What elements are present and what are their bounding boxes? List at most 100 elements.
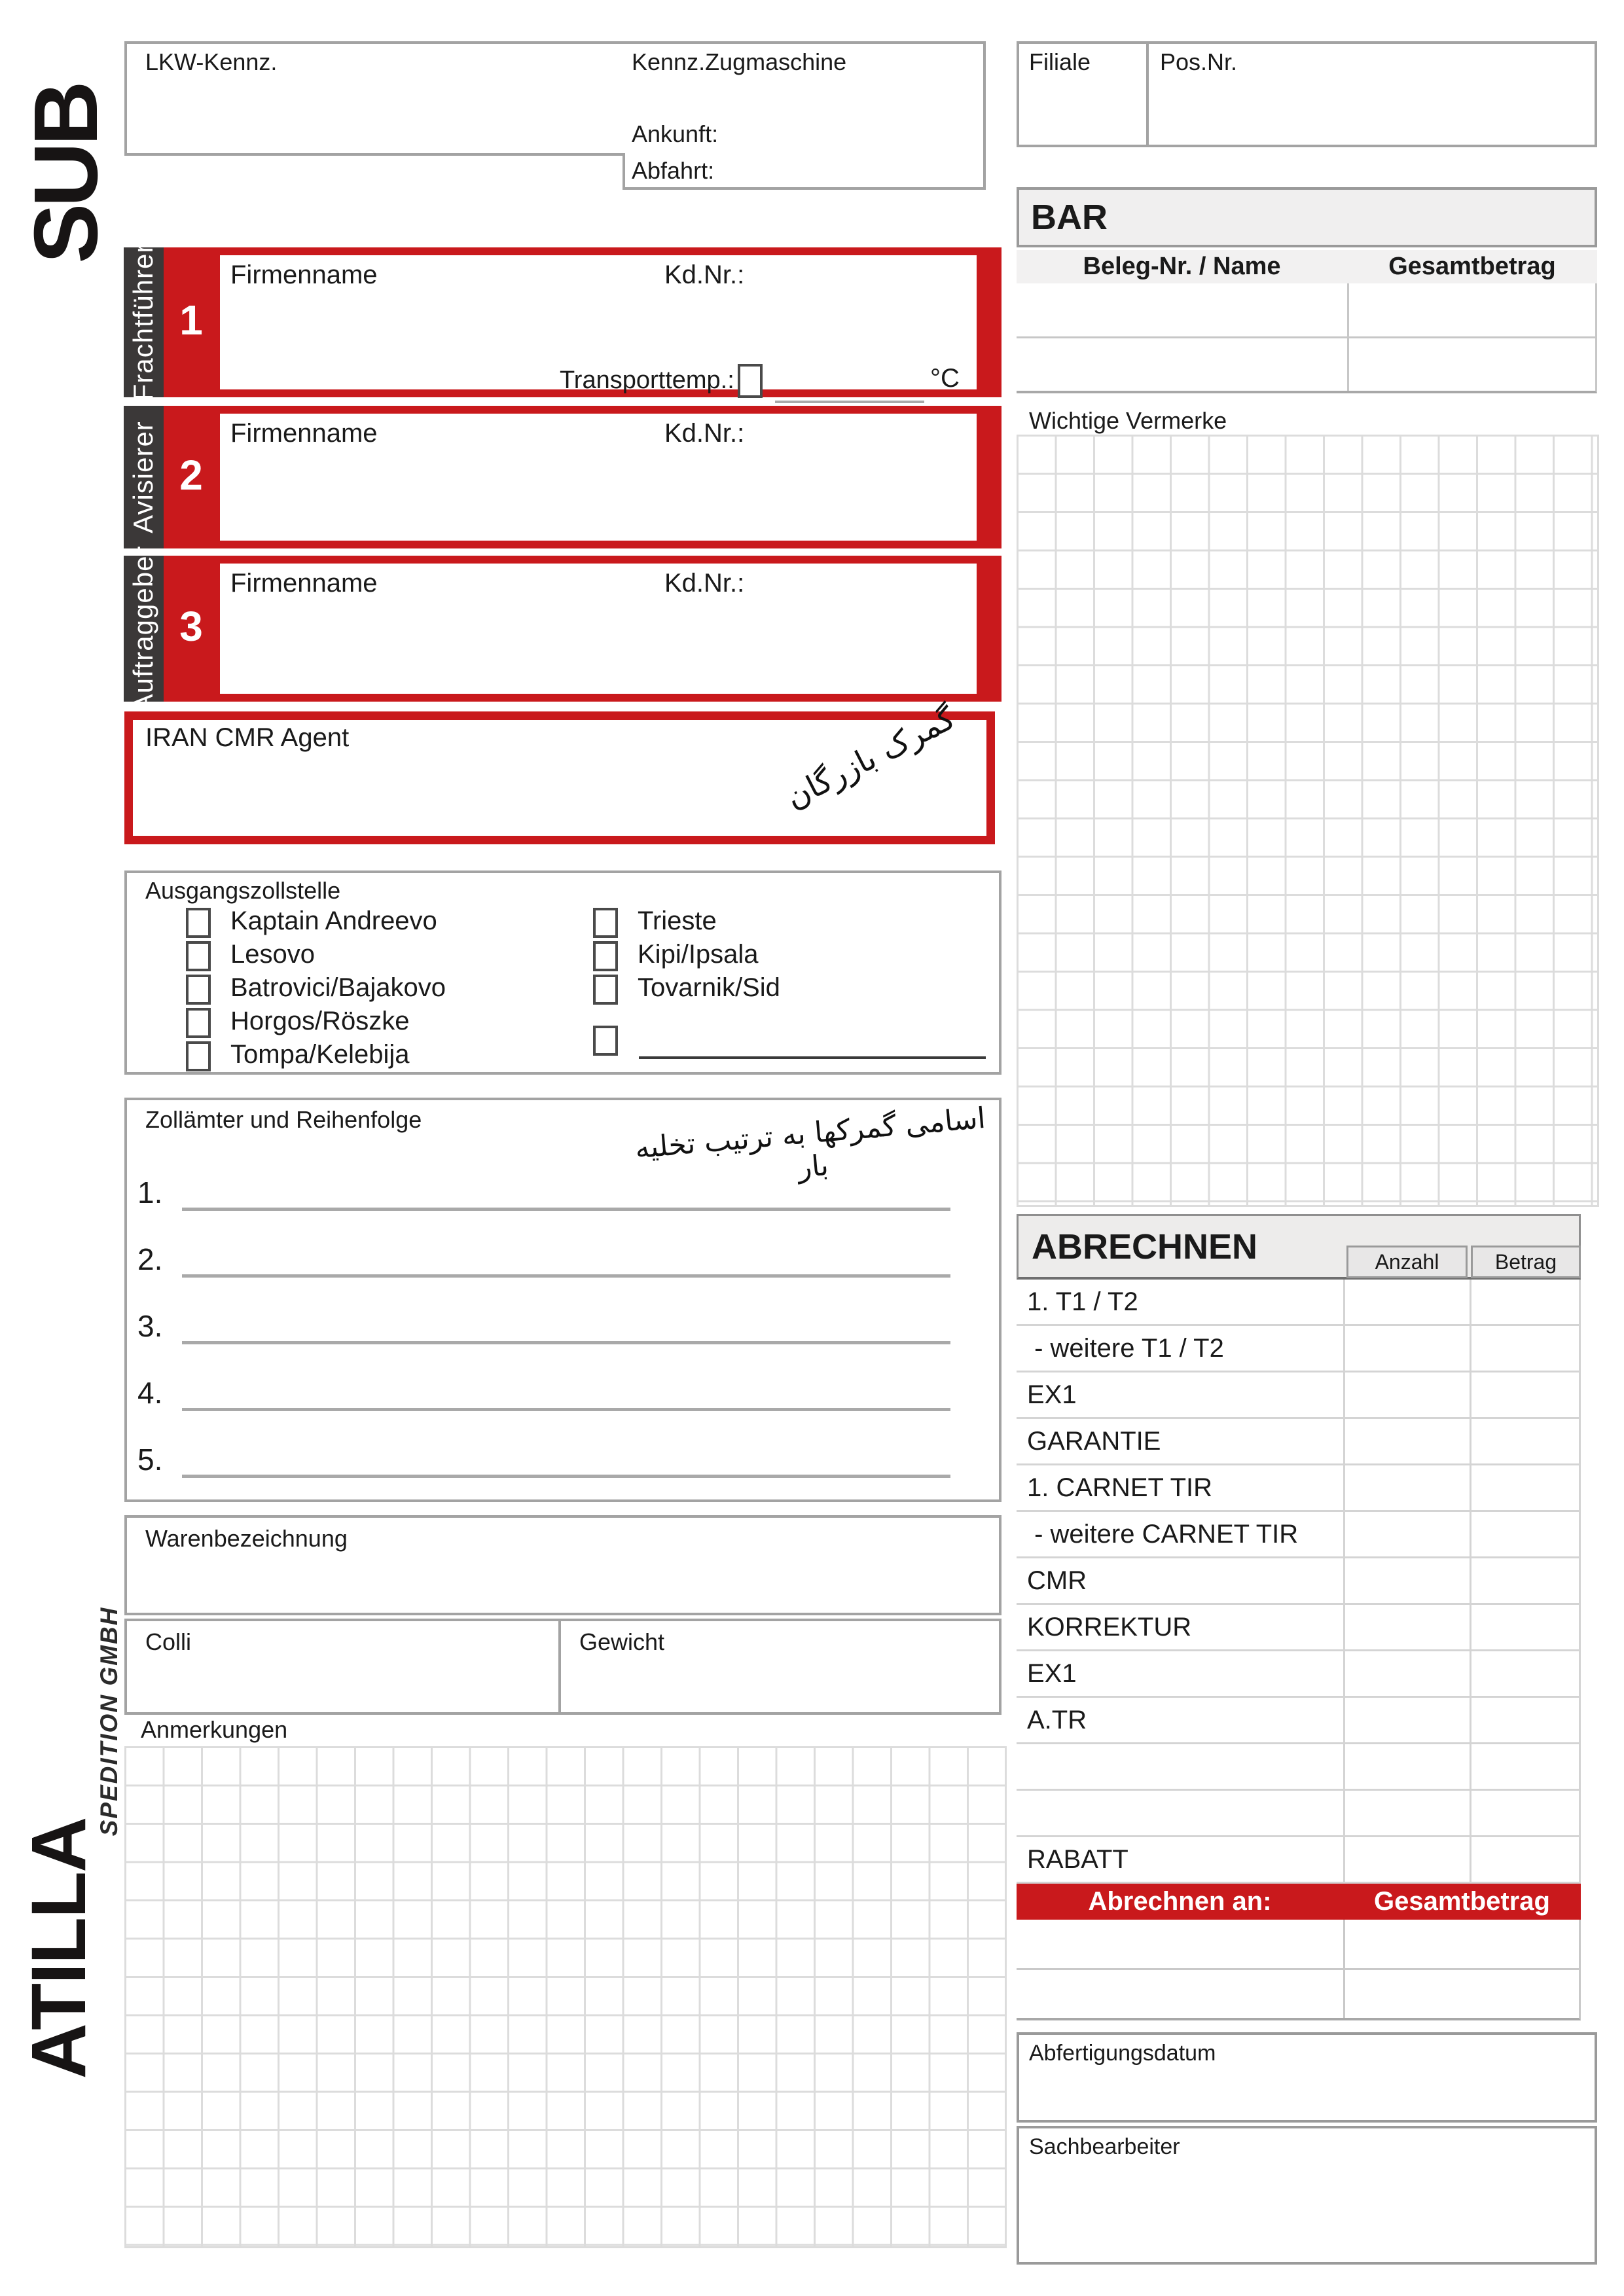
- posnr-box: [1146, 41, 1597, 147]
- party1-side-strip: Frachtführer: [124, 243, 164, 401]
- abrechnen-row-t1t2: 1. T1 / T2: [1017, 1280, 1579, 1326]
- ausgangszollstelle-box: [124, 870, 1001, 1075]
- brand-atilla-logo: ATILLA: [16, 1739, 102, 2158]
- warenbezeichnung-box: [124, 1515, 1001, 1615]
- zollaemter-line-number: 4.: [137, 1376, 163, 1410]
- zollaemter-label: Zollämter und Reihenfolge: [145, 1106, 422, 1133]
- lkw-kennz-box: [124, 41, 986, 153]
- lkw-kennz-label: LKW-Kennz.: [145, 48, 278, 75]
- abfertigungsdatum-label: Abfertigungsdatum: [1029, 2041, 1216, 2066]
- abrechnen-row-weitere-carnet-tir: - weitere CARNET TIR: [1017, 1512, 1579, 1558]
- party3-side-label: Auftraggeber: [128, 545, 158, 713]
- abrechnen-footer-row: [1017, 1920, 1579, 1970]
- zollaemter-line: [182, 1442, 950, 1478]
- zollstelle-option-label: Batrovici/Bajakovo: [230, 973, 446, 1002]
- abrechnen-row-cmr: CMR: [1017, 1558, 1579, 1605]
- party1-side-label: Frachtführer: [128, 243, 158, 401]
- abfahrt-extension-box: [623, 153, 986, 190]
- gewicht-label: Gewicht: [579, 1628, 665, 1655]
- abrechnen-footer-row: [1017, 1970, 1579, 2016]
- gesamtbetrag-label: Gesamtbetrag: [1374, 1887, 1550, 1916]
- party1-transporttemp-label: Transporttemp.:: [560, 367, 734, 394]
- party2-side-strip-rot: Avisierer: [128, 412, 159, 543]
- lkw-box-bottom-edge: [124, 153, 625, 156]
- bar-col-beleg: Beleg-Nr. / Name: [1083, 253, 1281, 280]
- zollaemter-line: [182, 1308, 950, 1344]
- zollaemter-box: [124, 1098, 1001, 1502]
- abrechnen-row-ex1-2: EX1: [1017, 1651, 1579, 1698]
- zollaemter-line-number: 2.: [137, 1242, 163, 1276]
- ankunft-label: Ankunft:: [632, 120, 719, 147]
- sachbearbeiter-label: Sachbearbeiter: [1029, 2134, 1180, 2159]
- abrechnen-title: ABRECHNEN: [1032, 1227, 1258, 1266]
- sachbearbeiter-box: [1017, 2126, 1597, 2265]
- party3-side-strip: Auftraggeber: [124, 546, 164, 713]
- party2-side-label: Avisierer: [128, 421, 158, 533]
- zollstelle-checkbox-tovarnik-sid[interactable]: [593, 975, 618, 1005]
- zollstelle-option-label: Tompa/Kelebija: [230, 1040, 410, 1069]
- zollaemter-line-number: 5.: [137, 1443, 163, 1477]
- party2-side-strip: Avisierer: [124, 406, 164, 548]
- bar-table-row: [1017, 283, 1595, 338]
- abrechnen-row-empty: [1017, 1791, 1579, 1837]
- zollaemter-line: [182, 1375, 950, 1411]
- ausgangszollstelle-label: Ausgangszollstelle: [145, 877, 341, 904]
- zollstelle-checkbox-trieste[interactable]: [593, 908, 618, 938]
- abfahrt-label: Abfahrt:: [632, 157, 715, 184]
- zollstelle-checkbox-other[interactable]: [593, 1026, 618, 1056]
- party1-side-strip-rot: Frachtführer: [128, 243, 159, 401]
- zollstelle-option-label: Tovarnik/Sid: [638, 973, 780, 1002]
- brand-sub-text: SUB: [15, 84, 117, 264]
- anmerkungen-label: Anmerkungen: [141, 1716, 288, 1743]
- transporttemp-checkbox[interactable]: [738, 364, 763, 398]
- abrechnen-betrag-divider: [1470, 1280, 1471, 1884]
- abrechnen-row-rabatt: RABATT: [1017, 1837, 1579, 1884]
- zollstelle-checkbox-lesovo[interactable]: [186, 941, 211, 971]
- zollaemter-line-number: 3.: [137, 1309, 163, 1343]
- bar-table-row: [1017, 338, 1595, 391]
- brand-sub-logo: SUB: [16, 37, 117, 312]
- posnr-label: Pos.Nr.: [1160, 48, 1238, 75]
- abrechnen-footer-rows: [1017, 1920, 1581, 2020]
- zollstelle-checkbox-kipi-ipsala[interactable]: [593, 941, 618, 971]
- gewicht-box: [558, 1619, 1001, 1715]
- wichtige-vermerke-label: Wichtige Vermerke: [1029, 407, 1227, 434]
- wichtige-vermerke-grid: [1017, 435, 1599, 1207]
- iran-cmr-agent-label: IRAN CMR Agent: [145, 723, 350, 752]
- abrechnen-footer-divider: [1343, 1920, 1345, 2018]
- party2-firmenname-label: Firmenname: [230, 419, 378, 448]
- zollstelle-checkbox-tompa-kelebija[interactable]: [186, 1041, 211, 1071]
- abrechnen-row-empty: [1017, 1744, 1579, 1791]
- party1-field-area: [220, 255, 977, 389]
- abrechnen-row-atr: A.TR: [1017, 1698, 1579, 1744]
- zollstelle-checkbox-kaptain-andreevo[interactable]: [186, 908, 211, 938]
- abrechnen-col-betrag: Betrag: [1471, 1246, 1581, 1278]
- filiale-label: Filiale: [1029, 48, 1091, 75]
- transporttemp-value-line: [775, 370, 924, 403]
- colli-box: [124, 1619, 561, 1715]
- zollstelle-checkbox-batrovici-bajakovo[interactable]: [186, 975, 211, 1005]
- abfertigungsdatum-box: [1017, 2032, 1597, 2123]
- party3-kdnr-label: Kd.Nr.:: [664, 569, 745, 598]
- party3-field-area: [220, 564, 977, 694]
- abrechnen-row-weitere-t1t2: - weitere T1 / T2: [1017, 1326, 1579, 1372]
- kennz-zugmaschine-label: Kennz.Zugmaschine: [632, 48, 847, 75]
- iran-cmr-agent-box: [124, 711, 995, 844]
- abrechnen-anzahl-divider: [1343, 1280, 1345, 1884]
- abrechnen-row-ex1: EX1: [1017, 1372, 1579, 1419]
- colli-label: Colli: [145, 1628, 192, 1655]
- bar-section-header: BAR: [1017, 187, 1597, 247]
- party1-firmenname-label: Firmenname: [230, 260, 378, 289]
- abrechnen-col-anzahl: Anzahl: [1346, 1246, 1468, 1278]
- zollstelle-checkbox-horgos-roeszke[interactable]: [186, 1008, 211, 1038]
- abrechnen-row-carnet-tir: 1. CARNET TIR: [1017, 1465, 1579, 1512]
- anmerkungen-grid: [124, 1746, 1007, 2248]
- party1-number: 1: [179, 296, 203, 344]
- zollstelle-option-label: Lesovo: [230, 940, 315, 969]
- bar-table-column-divider: [1347, 283, 1349, 391]
- zollstelle-option-label: Trieste: [638, 906, 717, 935]
- abrechnen-row-korrektur: KORREKTUR: [1017, 1605, 1579, 1651]
- zollstelle-option-label: Kipi/Ipsala: [638, 940, 759, 969]
- party1-kdnr-label: Kd.Nr.:: [664, 260, 745, 289]
- party3-side-strip-rot: Auftraggeber: [128, 546, 159, 713]
